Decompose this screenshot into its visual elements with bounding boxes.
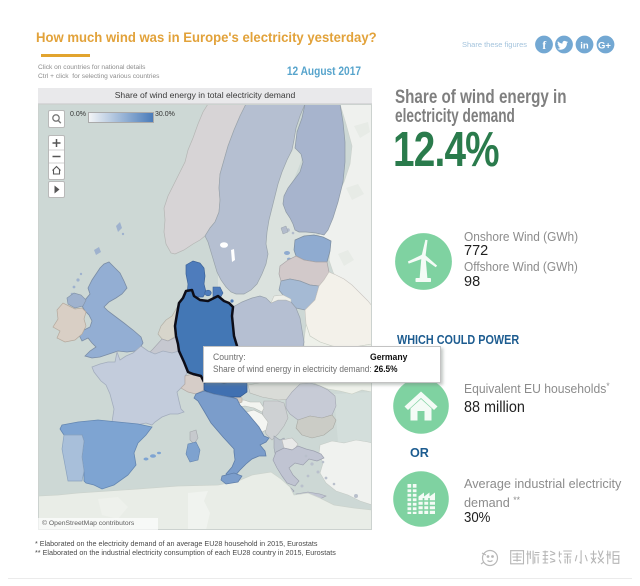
svg-text:in: in — [580, 41, 589, 52]
svg-text:f: f — [542, 40, 546, 52]
svg-text:G+: G+ — [598, 40, 611, 51]
